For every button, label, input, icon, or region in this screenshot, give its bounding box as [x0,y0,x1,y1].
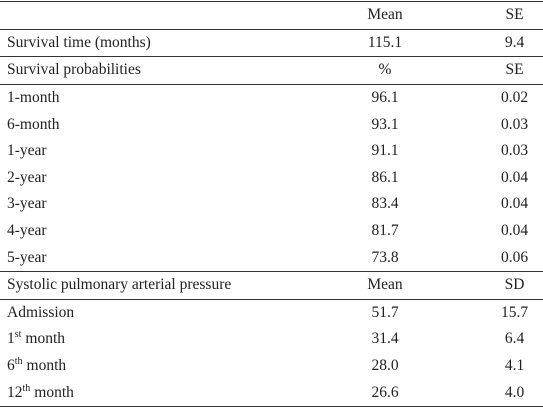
value-cell: 96.1 [371,89,399,107]
row-label: 4-year [7,222,47,240]
value-cell: 0.03 [500,115,529,133]
section-header-cell: % [330,56,440,85]
label-rest: month [26,357,67,375]
table-row: Survival probabilities% SE [0,56,543,85]
table-row: 3-year 83.4 0.04 [0,191,543,218]
table-row: 1st month 31.4 6.4 [0,326,543,353]
cell [0,1,330,30]
value-cell: 31.4 [371,330,399,348]
header-cell: SE [440,1,543,30]
header-cell: Mean [330,1,440,30]
table-row: 2-year 86.1 0.04 [0,165,543,192]
value-cell: 15.7 [500,303,529,321]
label-rest: month [25,330,66,348]
value-cell: 4.1 [504,357,525,375]
ordinal-number: 6 [7,357,15,375]
section-header-cell: Systolic pulmonary arterial pressure [0,271,330,300]
cell: 12th month [0,379,330,407]
value-cell: 51.7 [371,303,399,321]
cell: 6th month [0,353,330,380]
value-cell: 81.7 [371,222,399,240]
value-cell: 0.04 [500,168,529,186]
table-row: 6-month 93.1 0.03 [0,111,543,138]
table-row: Mean SE [0,1,543,30]
value-cell: 4.0 [440,379,543,407]
row-label: 1-month [7,89,60,107]
table-row: Survival time (months) 115.1 9.4 [0,29,543,58]
value-cell: 93.1 [371,115,399,133]
value-cell: 0.03 [500,142,529,160]
value-cell: 73.8 [330,244,440,272]
section-header-cell: Survival probabilities [0,56,330,85]
table-row: 12th month 26.6 4.0 [0,379,543,407]
value-cell: 91.1 [371,142,399,160]
value-cell: 0.02 [500,89,529,107]
section-header-cell: SE [440,56,543,85]
value-cell: 115.1 [330,29,440,58]
table-row: Systolic pulmonary arterial pressure Mean… [0,271,543,300]
ordinal-number: 1 [7,330,15,348]
row-label: 1-year [7,142,47,160]
ordinal-suffix: st [14,329,22,341]
value-cell: 0.06 [440,244,543,272]
ordinal-suffix: th [14,355,23,367]
ordinal-suffix: th [22,382,31,394]
section-header-cell: Mean [330,271,440,300]
value-cell: 6.4 [504,330,525,348]
ordinal-number: 12 [7,383,23,401]
value-cell: 83.4 [371,195,399,213]
value-cell: 86.1 [371,168,399,186]
section-header-cell: SD [440,271,543,300]
value-cell: 0.04 [500,195,529,213]
value-cell: 9.4 [440,29,543,58]
row-label: Admission [7,303,75,321]
label-rest: month [34,383,74,401]
table-row: 1-year 91.1 0.03 [0,138,543,165]
value-cell: 0.04 [500,222,529,240]
row-label: 6-month [7,115,60,133]
table-row: 1-month 96.1 0.02 [0,84,543,111]
value-cell: 26.6 [330,379,440,407]
cell: 1st month [0,326,330,353]
table-row: 5-year 73.8 0.06 [0,244,543,272]
row-label: Survival time (months) [0,29,330,58]
value-cell: 28.0 [371,357,399,375]
table-row: Admission 51.7 15.7 [0,299,543,326]
row-label: 2-year [7,168,47,186]
table-row: 6th month 28.0 4.1 [0,353,543,380]
table-row: 4-year 81.7 0.04 [0,218,543,245]
row-label: 5-year [0,244,330,272]
row-label: 3-year [7,195,47,213]
